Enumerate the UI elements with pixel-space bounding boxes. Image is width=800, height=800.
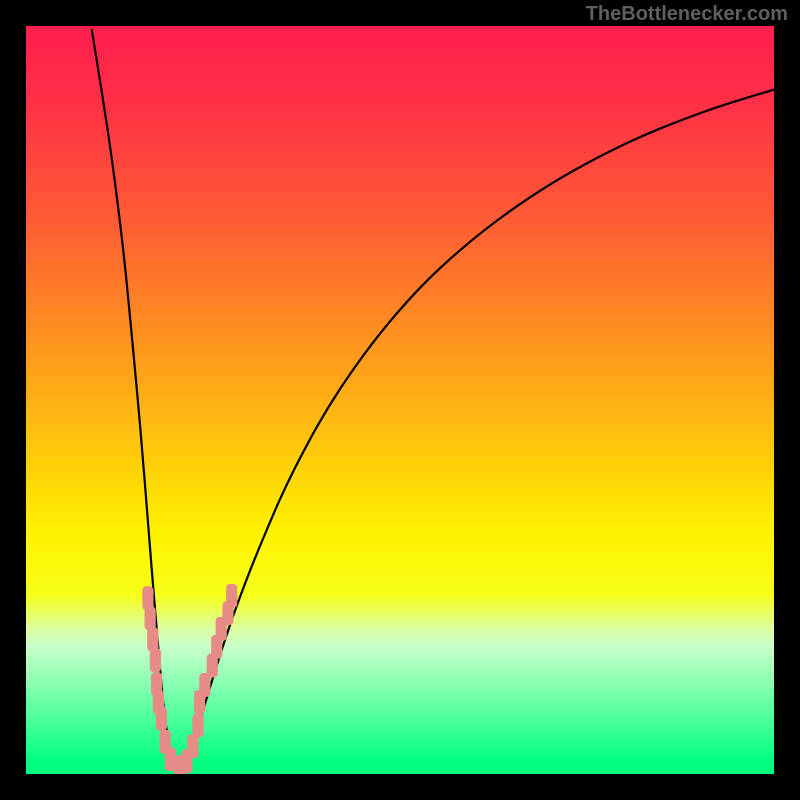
curve-right xyxy=(176,90,774,771)
marker-right xyxy=(226,584,237,608)
marker-right xyxy=(187,734,198,758)
marker-left xyxy=(145,606,156,630)
marker-left xyxy=(156,707,167,731)
watermark-label: TheBottlenecker.com xyxy=(586,3,788,26)
bottleneck-curve-layer xyxy=(26,26,774,774)
chart-root: TheBottlenecker.com xyxy=(0,0,800,800)
marker-right xyxy=(192,713,203,737)
plot-area xyxy=(26,26,774,774)
marker-left xyxy=(147,627,158,651)
marker-left xyxy=(150,648,161,672)
curve-left xyxy=(92,30,176,771)
